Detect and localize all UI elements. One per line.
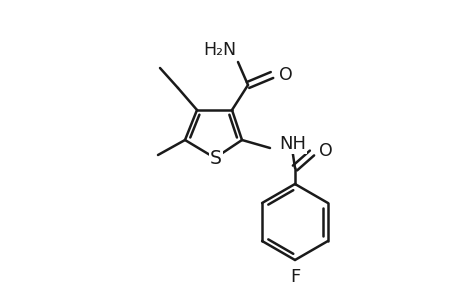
Text: F: F xyxy=(289,268,299,286)
Text: O: O xyxy=(318,142,332,160)
Text: H₂N: H₂N xyxy=(202,41,235,59)
Text: O: O xyxy=(279,66,292,84)
Text: S: S xyxy=(210,149,221,169)
Text: NH: NH xyxy=(279,135,305,153)
